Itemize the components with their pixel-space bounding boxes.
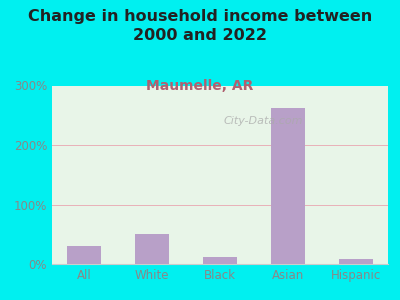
Text: Maumelle, AR: Maumelle, AR <box>146 80 254 94</box>
Bar <box>67 246 101 264</box>
Bar <box>271 108 305 264</box>
Text: Change in household income between
2000 and 2022: Change in household income between 2000 … <box>28 9 372 43</box>
Bar <box>135 234 169 264</box>
Bar <box>339 259 373 264</box>
Bar <box>203 257 237 264</box>
Text: City-Data.com: City-Data.com <box>224 116 304 126</box>
